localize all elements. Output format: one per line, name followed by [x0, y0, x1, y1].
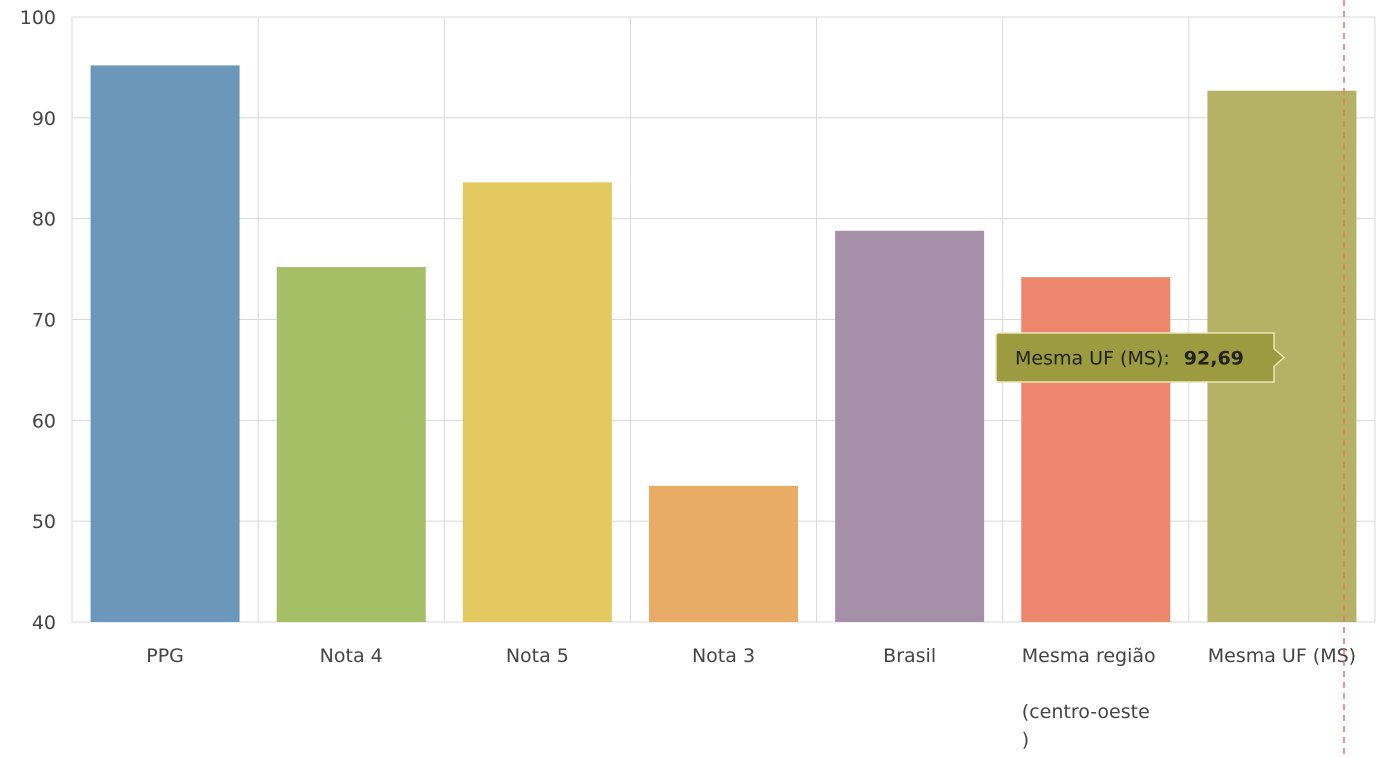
bar[interactable] — [90, 65, 240, 622]
y-tick-label: 40 — [32, 612, 56, 634]
x-tick-label: Mesma região (centro-oeste) — [1022, 645, 1156, 751]
x-tick-label: Nota 5 — [506, 645, 569, 667]
bar[interactable] — [462, 182, 612, 622]
y-axis-ticks: 40 50 60 70 80 90 100 — [20, 7, 56, 634]
y-tick-label: 50 — [32, 511, 56, 533]
x-tick-label: Mesma UF (MS) — [1208, 645, 1356, 667]
bar[interactable] — [649, 485, 798, 622]
x-tick-label: Brasil — [883, 645, 936, 667]
tooltip-label: Mesma UF (MS): — [1015, 348, 1170, 370]
y-tick-label: 100 — [20, 7, 56, 29]
tooltip-text: Mesma UF (MS): 92,69 — [1015, 348, 1244, 370]
tooltip: Mesma UF (MS): 92,69 — [995, 332, 1286, 383]
tooltip-value: 92,69 — [1184, 348, 1244, 370]
x-tick-label: Nota 4 — [320, 645, 383, 667]
y-tick-label: 80 — [32, 209, 56, 231]
x-axis-labels: PPG Nota 4 Nota 5 Nota 3 Brasil Mesma região … — [146, 645, 1356, 751]
bar[interactable] — [1021, 277, 1171, 622]
y-tick-label: 70 — [32, 310, 56, 332]
x-tick-label: Nota 3 — [692, 645, 755, 667]
x-tick-label: PPG — [146, 645, 184, 667]
y-tick-label: 60 — [32, 410, 56, 432]
bar[interactable] — [835, 230, 985, 622]
bar[interactable] — [276, 267, 426, 622]
tooltip-box — [995, 332, 1286, 383]
y-tick-label: 90 — [32, 108, 56, 130]
